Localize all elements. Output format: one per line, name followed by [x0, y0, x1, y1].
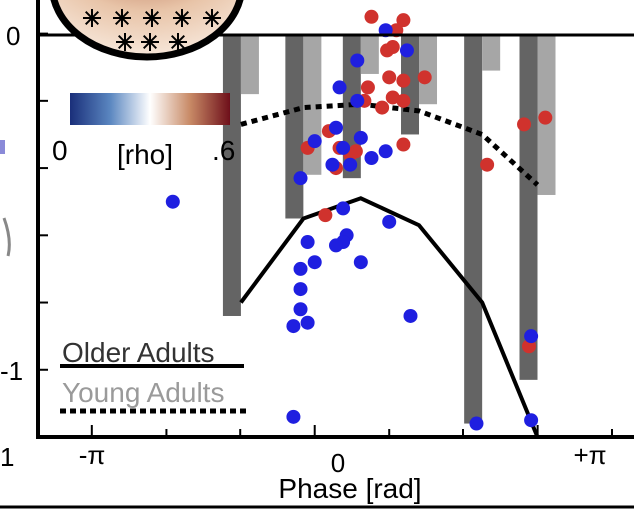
electrode-0	[83, 9, 101, 27]
point-young-1	[396, 13, 411, 28]
point-young-7	[396, 73, 411, 88]
x-tick-label-minus-pi: -π	[79, 440, 106, 470]
point-older-2	[350, 53, 365, 68]
point-young-12	[385, 90, 400, 105]
electrode-2	[143, 9, 161, 27]
legend-young-label: Young Adults	[62, 377, 224, 408]
electrode-5	[116, 33, 134, 51]
point-older-12	[293, 171, 308, 186]
point-older-19	[329, 238, 343, 253]
point-older-3	[332, 80, 347, 95]
electrode-1	[113, 9, 131, 27]
point-young-5	[417, 70, 432, 85]
point-older-16	[382, 214, 397, 229]
points-layer	[165, 9, 553, 431]
electrode-4	[203, 9, 221, 27]
point-older-6	[307, 134, 322, 149]
left-panel-tick-fragment: 1	[0, 442, 14, 472]
point-older-4	[350, 93, 365, 108]
point-older-15	[336, 201, 351, 216]
scalp-head-outline	[50, 0, 244, 61]
bar-young-4	[482, 33, 501, 71]
point-older-32	[524, 413, 539, 428]
point-older-7	[353, 130, 368, 145]
point-young-16	[396, 137, 411, 152]
point-older-5	[329, 120, 343, 135]
colorbar: 0 [rho] .6	[52, 93, 235, 170]
point-older-13	[364, 150, 379, 165]
line-older-adults	[239, 196, 540, 438]
point-older-22	[353, 255, 368, 270]
legend: Older Adults Young Adults	[60, 337, 250, 414]
point-older-20	[300, 235, 315, 250]
point-older-11	[325, 157, 340, 172]
point-older-23	[293, 261, 308, 276]
bar-older-1	[285, 33, 304, 219]
point-young-22	[538, 110, 553, 125]
older-line-layer	[239, 196, 540, 438]
colorbar-max-label: .6	[212, 135, 235, 166]
ticks-layer	[38, 32, 614, 438]
electrode-markers	[83, 9, 221, 51]
point-older-29	[524, 329, 539, 344]
point-young-8	[396, 93, 411, 108]
bar-young-0	[240, 33, 259, 95]
point-young-11	[375, 100, 390, 115]
point-young-9	[360, 80, 375, 95]
point-older-26	[403, 308, 418, 323]
point-young-20	[480, 157, 495, 172]
scalp-topography	[50, 0, 244, 61]
legend-older-label: Older Adults	[62, 337, 215, 368]
point-older-1	[399, 43, 414, 58]
colorbar-gradient	[70, 93, 230, 125]
y-tick-label-0: 0	[6, 21, 20, 51]
point-older-27	[300, 315, 315, 330]
x-axis-label: Phase [rad]	[278, 473, 421, 504]
point-young-23	[318, 208, 333, 223]
point-young-21	[517, 117, 532, 132]
point-young-4	[380, 43, 395, 58]
point-young-0	[364, 9, 379, 24]
y-tick-label-minus-1: -1	[0, 356, 23, 386]
point-older-21	[307, 255, 322, 270]
bar-older-4	[464, 33, 483, 424]
left-fragment-marker	[0, 140, 5, 154]
point-older-10	[343, 157, 358, 172]
point-older-31	[469, 416, 484, 431]
electrode-3	[173, 9, 191, 27]
bar-young-2	[360, 33, 379, 74]
point-older-8	[336, 140, 351, 155]
point-older-28	[286, 319, 301, 334]
colorbar-unit-label: [rho]	[117, 139, 173, 170]
electrode-7	[169, 33, 187, 51]
x-tick-label-plus-pi: +π	[573, 440, 606, 470]
bar-young-3	[419, 33, 438, 105]
left-fragment-curve	[2, 217, 11, 257]
point-older-9	[378, 144, 393, 159]
point-young-6	[382, 70, 397, 85]
electrode-6	[141, 33, 159, 51]
point-older-14	[165, 194, 180, 209]
colorbar-min-label: 0	[52, 135, 68, 166]
bar-older-0	[222, 33, 241, 316]
point-older-24	[293, 282, 308, 297]
point-older-25	[293, 302, 308, 317]
x-tick-label-zero: 0	[331, 448, 345, 478]
point-older-30	[286, 409, 301, 424]
left-panel-fragment	[0, 140, 11, 257]
bar-older-5	[519, 33, 538, 380]
